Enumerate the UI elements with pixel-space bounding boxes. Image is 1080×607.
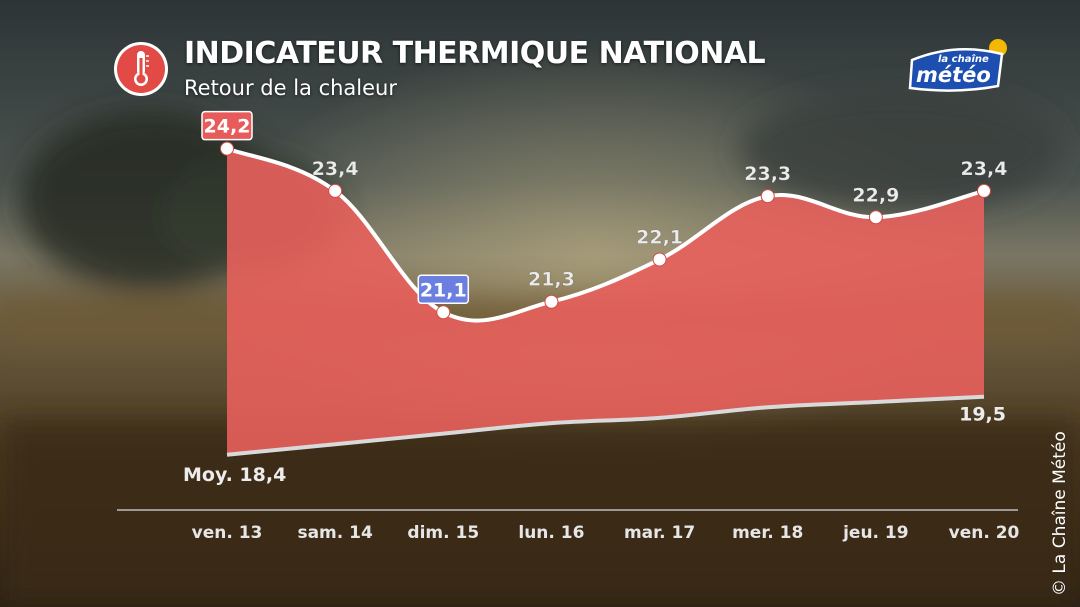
normal-start-label: Moy. 18,4 [183, 464, 286, 486]
copyright-text: © La Chaîne Météo [1050, 431, 1070, 596]
page-subtitle: Retour de la chaleur [184, 76, 397, 100]
data-label: 23,4 [312, 158, 359, 180]
data-label: 21,3 [528, 269, 575, 291]
x-tick-label: ven. 13 [192, 523, 263, 543]
x-tick-label: lun. 16 [518, 523, 584, 543]
la-chaine-meteo-logo: la chaîne météo [908, 39, 1007, 92]
data-point [652, 252, 667, 267]
x-tick-label: ven. 20 [949, 523, 1020, 543]
data-point [544, 294, 559, 309]
normal-temperature-line [226, 394, 985, 457]
temperature-area [227, 148, 984, 455]
x-tick-label: jeu. 19 [842, 523, 909, 543]
data-label: 24,2 [204, 116, 251, 138]
data-label: 23,3 [744, 163, 791, 185]
max-value-badge [201, 110, 253, 141]
min-value-badge [417, 274, 470, 305]
normal-end-label: 19,5 [959, 404, 1006, 426]
data-point [760, 189, 775, 204]
temperature-line [226, 146, 985, 323]
page-title: INDICATEUR THERMIQUE NATIONAL [184, 36, 766, 71]
data-label: 22,9 [852, 184, 899, 206]
x-tick-label: sam. 14 [297, 523, 373, 543]
x-tick-label: mar. 17 [624, 523, 695, 543]
thermometer-icon [114, 42, 168, 96]
copyright-notice: © La Chaîne Météo [1050, 431, 1070, 596]
logo-line1: la chaîne [938, 53, 989, 65]
x-tick-label: dim. 15 [407, 523, 479, 543]
data-point [436, 305, 451, 320]
data-point [868, 210, 883, 225]
data-point [328, 183, 343, 198]
data-label: 23,4 [961, 158, 1008, 180]
x-tick-label: mer. 18 [732, 523, 803, 543]
data-label: 21,1 [420, 279, 467, 301]
data-label: 22,1 [636, 227, 683, 249]
logo-line2: météo [916, 63, 991, 87]
data-point [220, 141, 234, 156]
data-point [977, 183, 991, 198]
